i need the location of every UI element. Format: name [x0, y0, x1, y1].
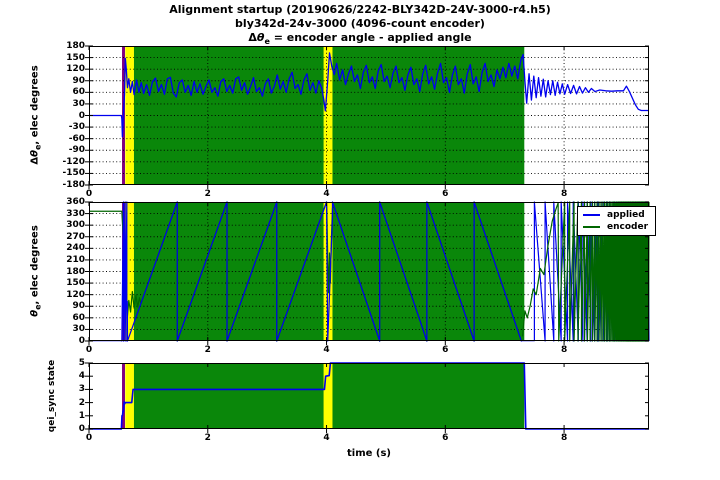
y-tick-label: 0 — [78, 424, 85, 434]
y-tick-label: 30 — [72, 324, 85, 335]
electrical-angle-plot — [85, 201, 650, 345]
applied-line-swatch — [583, 214, 600, 216]
y-tick-label: 0 — [78, 110, 85, 121]
axes-title-theta: θ — [256, 31, 265, 44]
figure-title-line1: Alignment startup (20190626/2242-BLY342D… — [169, 3, 551, 16]
y-tick-label: -180 — [62, 180, 85, 190]
y-tick-label: 150 — [66, 278, 85, 289]
y-tick-label: 90 — [72, 75, 85, 86]
x-tick-label: 8 — [560, 433, 568, 443]
axes-title-subscript: e — [264, 37, 270, 47]
delta-theta-plot — [85, 45, 649, 189]
y-tick-label: 4 — [78, 371, 85, 382]
axes-frame — [89, 363, 649, 429]
x-tick-label: 4 — [323, 345, 330, 355]
y-tick-label: 60 — [72, 87, 85, 98]
x-tick-label: 8 — [560, 189, 568, 199]
encoder-line — [521, 201, 650, 342]
qei-sync-state-line — [89, 362, 649, 430]
y-tick-label: -30 — [68, 122, 85, 133]
y-tick-label: -120 — [62, 156, 85, 167]
qei-sync-state-plot — [85, 362, 649, 433]
axes-title-suffix: = encoder angle - applied angle — [269, 31, 472, 44]
x-tick-label: 2 — [204, 189, 211, 199]
align-yellow-span-2 — [323, 363, 333, 429]
x-tick-label: 0 — [85, 433, 93, 443]
y-tick-label: 300 — [66, 220, 85, 231]
y-tick-label: 210 — [66, 254, 85, 265]
axes-frame — [89, 46, 649, 185]
x-tick-label: 0 — [85, 345, 93, 355]
align-yellow-span-1 — [125, 363, 134, 429]
align-yellow-span-2 — [323, 46, 333, 185]
y-tick-label: 30 — [72, 98, 85, 109]
x-tick-label: 6 — [442, 345, 449, 355]
y-tick-label: -90 — [68, 145, 85, 156]
legend-label-applied: applied — [607, 210, 645, 220]
axes-title: Δθe = encoder angle - applied angle — [0, 31, 720, 48]
x-tick-label: 2 — [204, 345, 211, 355]
legend-label-encoder: encoder — [607, 222, 649, 232]
x-tick-label: 0 — [85, 189, 93, 199]
y-tick-label: 60 — [72, 312, 85, 323]
y-tick-label: 180 — [66, 266, 85, 277]
y-tick-label: -60 — [68, 133, 85, 144]
y-tick-label: 0 — [78, 336, 85, 346]
align-yellow-span-1 — [125, 46, 134, 185]
y-tick-label: 180 — [66, 41, 85, 51]
delta-theta-line — [89, 52, 649, 138]
x-axis-label: time (s) — [347, 448, 391, 459]
y-tick-label: 270 — [66, 231, 85, 242]
y-tick-label: 360 — [66, 197, 85, 207]
y-tick-label: 5 — [78, 358, 85, 368]
startup-purple-span — [122, 363, 125, 429]
x-tick-label: 6 — [442, 189, 449, 199]
legend-entry-encoder: encoder — [583, 222, 648, 232]
x-tick-label: 4 — [323, 433, 330, 443]
y-tick-label: 150 — [66, 52, 85, 63]
legend: applied encoder — [577, 206, 657, 236]
y-tick-label: 330 — [66, 208, 85, 219]
axes-title-delta: Δ — [248, 31, 257, 44]
y-tick-label: 120 — [66, 289, 85, 300]
y-tick-label: 120 — [66, 64, 85, 75]
figure-title-line2: bly342d-24v-3000 (4096-count encoder) — [235, 17, 485, 30]
axes-frame — [89, 202, 649, 341]
align-yellow-span-1 — [125, 202, 134, 341]
y-tick-label: 240 — [66, 243, 85, 254]
x-tick-label: 2 — [204, 433, 211, 443]
y-tick-label: 1 — [78, 410, 85, 421]
legend-entry-applied: applied — [583, 210, 648, 220]
x-tick-label: 6 — [442, 433, 449, 443]
y-tick-label: 3 — [78, 384, 85, 395]
y-tick-label: 2 — [78, 397, 85, 408]
x-tick-label: 8 — [560, 345, 568, 355]
y-tick-label: -150 — [62, 168, 85, 179]
x-tick-label: 4 — [323, 189, 330, 199]
encoder-line-swatch — [583, 226, 600, 228]
y-tick-label: 90 — [72, 301, 85, 312]
